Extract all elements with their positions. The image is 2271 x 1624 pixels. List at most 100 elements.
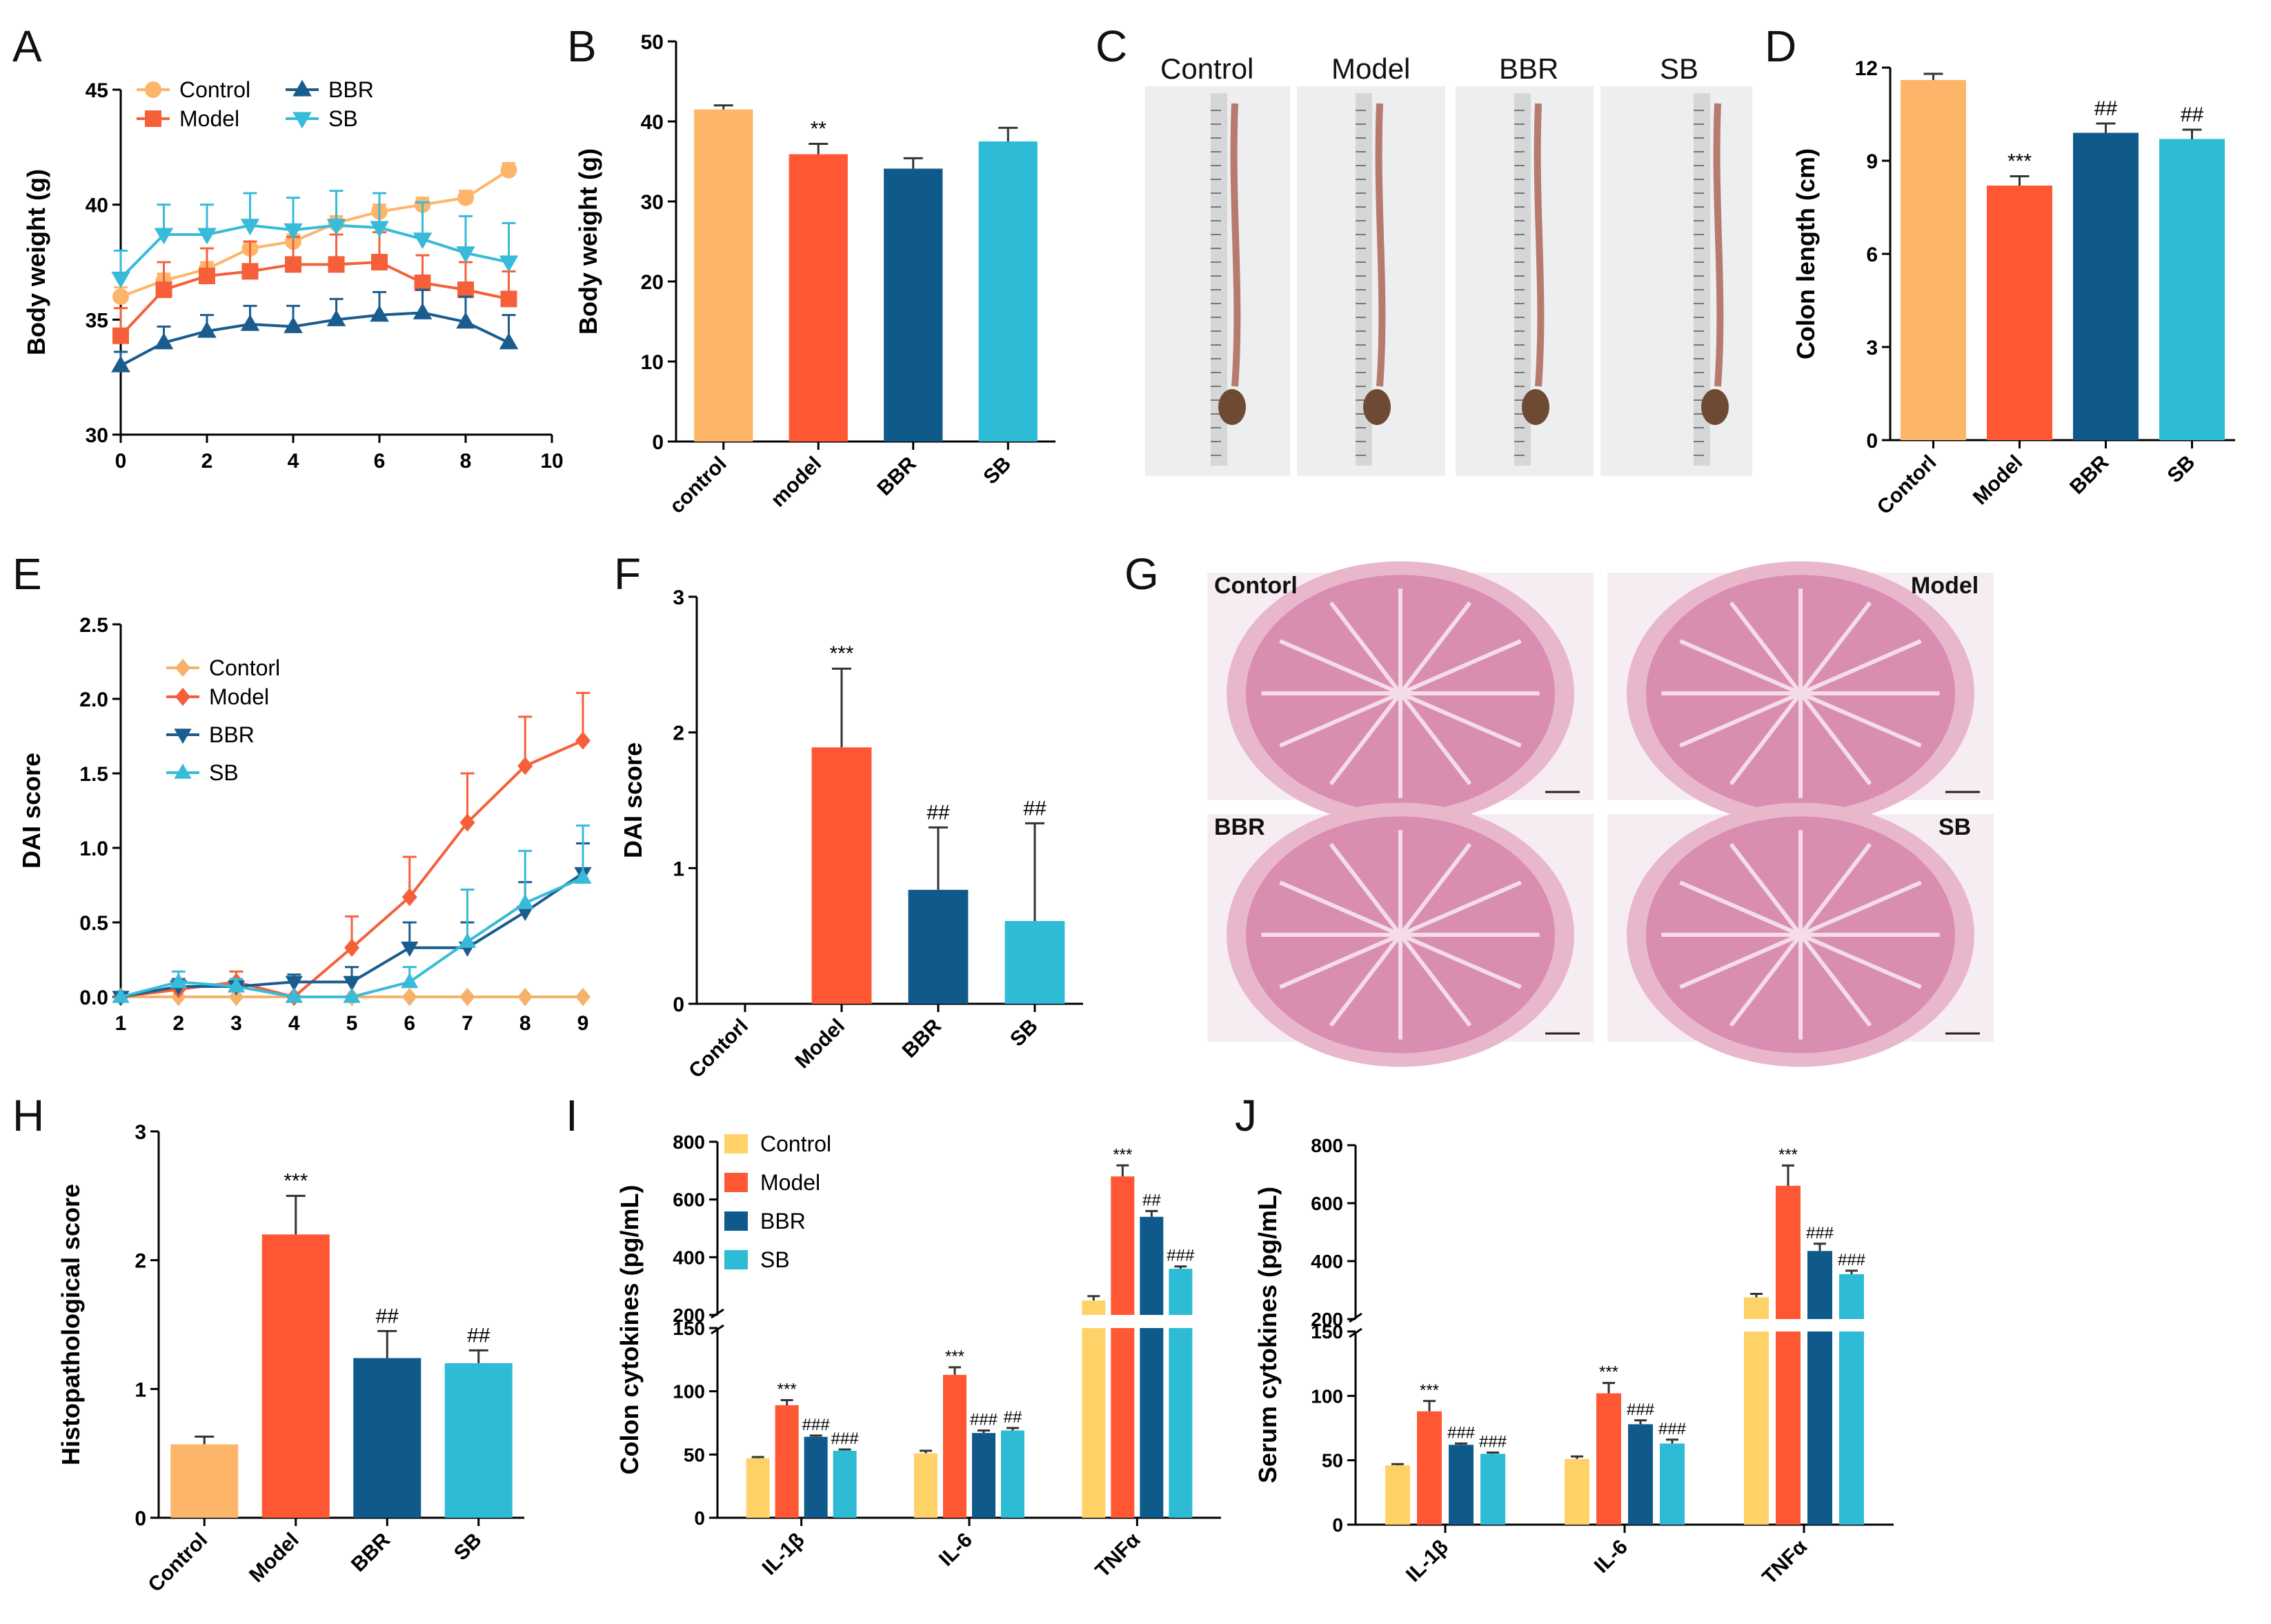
panel-i-letter: I (566, 1091, 578, 1140)
y-tick-label: 600 (673, 1189, 705, 1211)
data-point-model (414, 275, 431, 291)
axis-break-mark (1349, 1327, 1362, 1338)
x-tick-label: SB (450, 1529, 486, 1565)
bar-bbr-upper (1807, 1251, 1832, 1319)
panel-d-letter: D (1765, 21, 1797, 71)
y-tick-label: 0 (652, 431, 664, 454)
data-point-contorl (575, 987, 591, 1007)
x-tick-label: IL-1β (758, 1529, 809, 1580)
y-tick-label: 9 (1866, 150, 1878, 173)
significance-label: ### (831, 1429, 860, 1448)
bar-sb-lower (1169, 1328, 1193, 1518)
significance-label: ### (1167, 1247, 1195, 1265)
significance-label: *** (1599, 1363, 1618, 1382)
bar-sb (1660, 1443, 1685, 1525)
crypt-fold (1798, 601, 1872, 695)
y-tick-label: 0 (1866, 430, 1878, 453)
legend-label: BBR (209, 722, 255, 747)
colon-tissue (1534, 103, 1545, 387)
chart-h-histopath-bar: 0 1 2 3 Histopathological score Control Model *… (57, 1121, 524, 1596)
bar-sb (833, 1450, 857, 1518)
data-point-sb (112, 987, 130, 1003)
y-tick-label: 50 (684, 1444, 705, 1465)
crypt-fold (1679, 639, 1802, 695)
data-point-sb (154, 228, 174, 245)
y-tick-label: 6 (1866, 244, 1878, 266)
data-point-bbr (343, 976, 361, 991)
y-tick-label: 800 (1311, 1135, 1343, 1156)
data-point-sb (227, 977, 246, 993)
crypt-fold (1329, 933, 1402, 1027)
legend-marker (292, 112, 312, 129)
hist-label-bbr: BBR (1214, 814, 1265, 840)
data-point-sb (516, 893, 534, 909)
bar-sb (1001, 1430, 1024, 1518)
y-tick-label: 3 (673, 586, 684, 609)
bar-contorl (1901, 80, 1966, 440)
legend-label: BBR (760, 1209, 806, 1234)
data-point-model (457, 281, 474, 298)
x-tick-label: model (766, 453, 826, 512)
y-axis-label: Colon length (cm) (1792, 148, 1820, 359)
y-tick-label: 20 (641, 271, 664, 294)
crypt-fold (1329, 601, 1402, 695)
panel-e-letter: E (12, 549, 42, 599)
crypt-fold (1679, 880, 1802, 937)
data-point-bbr (197, 321, 217, 338)
x-tick-label: 4 (288, 1012, 300, 1035)
series-line-bbr (120, 311, 510, 367)
bar-bbr-lower (1140, 1328, 1164, 1518)
legend-marker (174, 729, 192, 744)
data-point-sb (285, 987, 303, 1003)
bar-sb (1004, 921, 1065, 1004)
photo-label-control: Control (1160, 52, 1254, 85)
legend-swatch (724, 1173, 748, 1192)
panel-h-letter: H (12, 1091, 45, 1140)
y-tick-label: 100 (1311, 1385, 1343, 1407)
hist-label-model: Model (1911, 573, 1979, 599)
x-tick-label: 6 (404, 1012, 415, 1035)
y-tick-label: 2 (135, 1250, 146, 1273)
axis-break-mark (711, 1308, 724, 1319)
y-tick-label: 0.0 (79, 987, 108, 1009)
legend-marker (292, 79, 312, 97)
significance-label: ## (1142, 1191, 1161, 1209)
x-tick-label: SB (979, 453, 1015, 489)
colon-tissue (1230, 103, 1241, 387)
crypt-fold (1798, 692, 1872, 786)
hist-label-contorl: Contorl (1214, 573, 1298, 599)
crypt-fold (1679, 933, 1802, 989)
data-point-model (328, 256, 345, 273)
legend-label: Control (179, 77, 250, 102)
bar-model (261, 1234, 330, 1518)
x-tick-label: IL-6 (1590, 1536, 1632, 1578)
y-tick-label: 10 (641, 351, 664, 374)
bar-model (1417, 1411, 1442, 1525)
y-tick-label: 50 (641, 31, 664, 54)
y-axis-label: DAI score (619, 742, 647, 858)
bar-model (943, 1374, 966, 1518)
x-tick-label: Model (1969, 451, 2027, 510)
data-point-model (241, 263, 259, 280)
x-tick-label: SB (1006, 1015, 1042, 1051)
bar-model (775, 1405, 799, 1518)
y-tick-label: 1 (673, 858, 684, 880)
bar-model-upper (1776, 1185, 1801, 1319)
x-tick-label: BBR (873, 452, 921, 500)
x-tick-label: TNFα (1758, 1535, 1812, 1589)
data-point-model (112, 327, 129, 344)
crypt-fold (1399, 880, 1522, 937)
x-tick-label: 5 (346, 1012, 358, 1035)
y-tick-label: 0 (135, 1507, 146, 1530)
bar-bbr (804, 1436, 828, 1518)
y-tick-label: 400 (673, 1247, 705, 1268)
bar-sb-lower (1839, 1331, 1864, 1525)
x-tick-label: BBR (347, 1528, 395, 1576)
crypt-fold (1679, 691, 1802, 748)
significance-label: *** (284, 1169, 308, 1192)
bar-model (789, 154, 848, 442)
panel-j-letter: J (1235, 1091, 1257, 1140)
crypt-fold (1399, 639, 1522, 695)
